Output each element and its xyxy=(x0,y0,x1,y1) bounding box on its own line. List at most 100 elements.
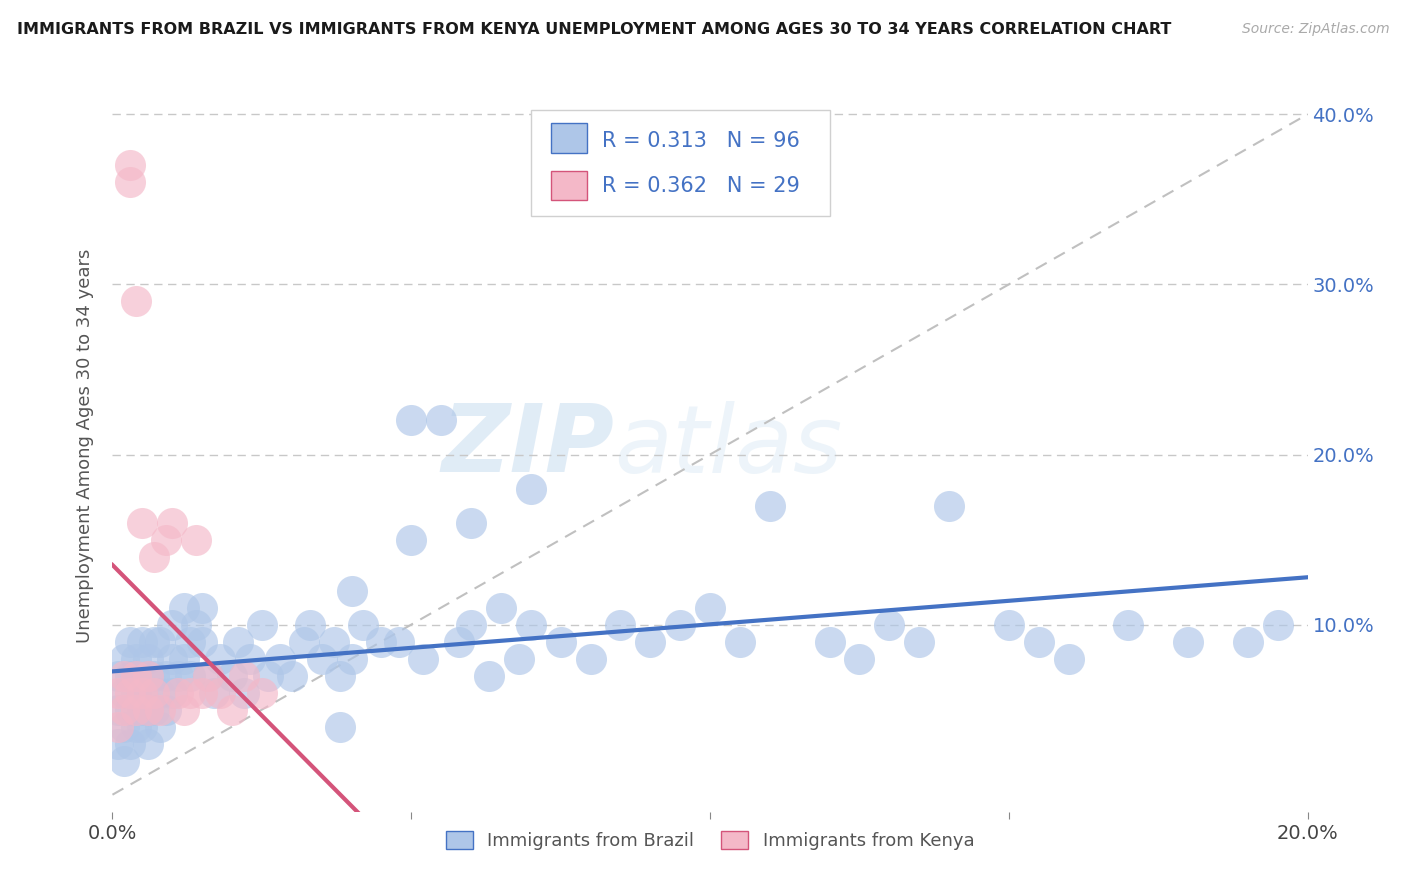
Point xyxy=(114,754,135,768)
Point xyxy=(292,634,315,648)
Point xyxy=(1118,617,1140,632)
Point xyxy=(257,668,280,682)
Point xyxy=(520,617,543,632)
Point xyxy=(173,651,195,665)
Point xyxy=(401,533,423,547)
Point xyxy=(179,668,201,682)
Point xyxy=(311,651,333,665)
Point xyxy=(269,651,291,665)
Point xyxy=(609,617,631,632)
Point xyxy=(138,703,160,717)
Point xyxy=(179,686,201,700)
Point xyxy=(908,634,931,648)
Point xyxy=(579,651,602,665)
Y-axis label: Unemployment Among Ages 30 to 34 years: Unemployment Among Ages 30 to 34 years xyxy=(76,249,94,643)
Point xyxy=(550,634,572,648)
Point xyxy=(728,634,751,648)
Point xyxy=(640,634,662,648)
Point xyxy=(250,686,273,700)
Point xyxy=(149,720,172,734)
Bar xyxy=(551,123,586,153)
Point xyxy=(209,686,232,700)
Point xyxy=(155,703,177,717)
FancyBboxPatch shape xyxy=(531,110,830,216)
Point xyxy=(131,720,153,734)
Point xyxy=(114,668,135,682)
Point xyxy=(281,668,304,682)
Point xyxy=(1028,634,1050,648)
Point xyxy=(1237,634,1260,648)
Point xyxy=(167,668,190,682)
Point xyxy=(114,703,135,717)
Point xyxy=(186,533,208,547)
Point xyxy=(388,634,411,648)
Point xyxy=(120,737,142,751)
Point xyxy=(226,634,249,648)
Point xyxy=(329,720,352,734)
Point xyxy=(149,634,172,648)
Point xyxy=(162,516,183,530)
Text: R = 0.313   N = 96: R = 0.313 N = 96 xyxy=(603,131,800,151)
Point xyxy=(191,600,214,615)
Point xyxy=(209,651,232,665)
Legend: Immigrants from Brazil, Immigrants from Kenya: Immigrants from Brazil, Immigrants from … xyxy=(439,823,981,857)
Point xyxy=(186,617,208,632)
Point xyxy=(329,668,352,682)
Point xyxy=(1057,651,1080,665)
Point xyxy=(520,482,543,496)
Point xyxy=(138,703,160,717)
Point xyxy=(107,703,129,717)
Point xyxy=(938,499,960,513)
Text: Source: ZipAtlas.com: Source: ZipAtlas.com xyxy=(1241,22,1389,37)
Point xyxy=(478,668,501,682)
Point xyxy=(353,617,375,632)
Text: IMMIGRANTS FROM BRAZIL VS IMMIGRANTS FROM KENYA UNEMPLOYMENT AMONG AGES 30 TO 34: IMMIGRANTS FROM BRAZIL VS IMMIGRANTS FRO… xyxy=(17,22,1171,37)
Point xyxy=(131,703,153,717)
Point xyxy=(239,651,262,665)
Point xyxy=(131,686,153,700)
Point xyxy=(149,703,172,717)
Point xyxy=(120,175,142,189)
Point xyxy=(120,686,142,700)
Point xyxy=(460,617,482,632)
Point xyxy=(162,686,183,700)
Point xyxy=(138,668,160,682)
Point xyxy=(107,686,129,700)
Text: atlas: atlas xyxy=(614,401,842,491)
Point xyxy=(120,158,142,172)
Bar xyxy=(551,171,586,200)
Point xyxy=(848,651,870,665)
Point xyxy=(155,533,177,547)
Point xyxy=(120,668,142,682)
Point xyxy=(322,634,344,648)
Point xyxy=(449,634,471,648)
Point xyxy=(191,634,214,648)
Point xyxy=(162,617,183,632)
Point xyxy=(669,617,692,632)
Point xyxy=(370,634,392,648)
Point xyxy=(879,617,901,632)
Point xyxy=(197,668,219,682)
Point xyxy=(125,668,148,682)
Point xyxy=(107,720,129,734)
Point xyxy=(131,686,153,700)
Point xyxy=(191,686,214,700)
Point xyxy=(125,686,148,700)
Point xyxy=(179,634,201,648)
Point xyxy=(167,686,190,700)
Point xyxy=(818,634,841,648)
Point xyxy=(114,720,135,734)
Point xyxy=(120,703,142,717)
Point xyxy=(107,668,129,682)
Point xyxy=(138,668,160,682)
Point xyxy=(1267,617,1289,632)
Point xyxy=(460,516,482,530)
Point xyxy=(759,499,782,513)
Point xyxy=(197,668,219,682)
Point xyxy=(131,634,153,648)
Point xyxy=(155,668,177,682)
Point xyxy=(1177,634,1199,648)
Point xyxy=(143,549,166,564)
Point xyxy=(412,651,434,665)
Point xyxy=(149,686,172,700)
